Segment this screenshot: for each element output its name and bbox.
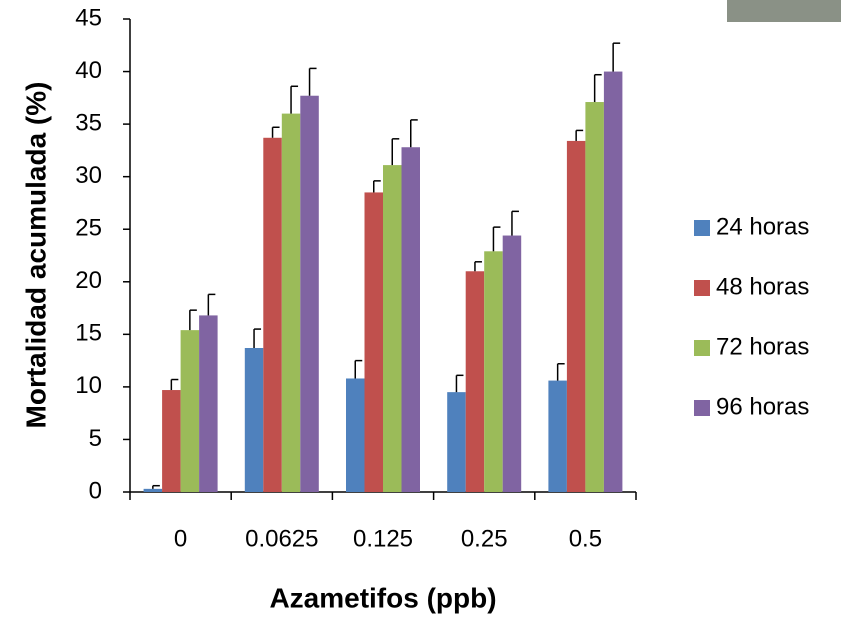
error-bar xyxy=(354,359,363,379)
bar xyxy=(566,140,586,492)
bar xyxy=(603,71,623,493)
error-bar xyxy=(152,484,160,489)
error-bar xyxy=(455,374,464,393)
legend-swatch xyxy=(694,340,710,356)
y-tick-label: 10 xyxy=(75,372,102,399)
error-bar xyxy=(373,180,381,193)
error-bar xyxy=(170,378,179,391)
x-axis-title: Azametifos (ppb) xyxy=(269,582,496,613)
error-bar xyxy=(189,309,197,331)
error-bar xyxy=(391,138,400,166)
bar xyxy=(162,390,181,492)
legend-swatch xyxy=(694,280,710,296)
bar xyxy=(180,330,200,492)
bar xyxy=(401,147,420,493)
y-tick-label: 0 xyxy=(89,477,102,504)
error-bar xyxy=(253,328,262,348)
error-bar xyxy=(593,73,602,103)
bar xyxy=(346,378,365,492)
bar xyxy=(281,113,301,492)
x-tick-label: 0.25 xyxy=(461,525,508,552)
y-tick-label: 40 xyxy=(75,57,102,84)
legend-label: 24 horas xyxy=(716,213,809,240)
bar xyxy=(465,271,485,492)
legend-swatch xyxy=(694,400,710,416)
bar xyxy=(383,165,402,493)
error-bar xyxy=(612,42,621,72)
bar xyxy=(585,102,604,492)
legend-label: 96 horas xyxy=(716,393,809,420)
bar xyxy=(484,251,503,492)
bar xyxy=(300,95,319,492)
error-bar xyxy=(474,261,482,272)
bar xyxy=(143,488,163,492)
bar xyxy=(447,392,466,492)
y-tick-label: 15 xyxy=(75,320,102,347)
thumbnail-image xyxy=(727,0,841,22)
bar xyxy=(199,315,218,492)
error-bar xyxy=(575,129,584,141)
bar xyxy=(364,192,383,492)
error-bar xyxy=(410,119,418,148)
y-tick-label: 5 xyxy=(89,425,102,452)
y-tick-label: 30 xyxy=(75,162,102,189)
bar xyxy=(548,380,567,492)
error-bar xyxy=(290,85,299,114)
error-bar xyxy=(492,226,501,252)
x-tick-label: 0 xyxy=(174,525,187,552)
legend-label: 72 horas xyxy=(716,333,809,360)
error-bar xyxy=(308,67,317,96)
legend-label: 48 horas xyxy=(716,273,809,300)
error-bar xyxy=(511,210,519,236)
x-tick-label: 0.0625 xyxy=(245,525,318,552)
bar xyxy=(502,235,522,493)
bar xyxy=(263,137,282,492)
error-bar xyxy=(556,363,565,381)
x-tick-label: 0.5 xyxy=(569,525,602,552)
y-tick-label: 35 xyxy=(75,109,102,136)
legend-swatch xyxy=(694,220,710,236)
y-tick-label: 25 xyxy=(75,215,102,242)
error-bar xyxy=(271,126,280,138)
bar xyxy=(244,347,264,492)
error-bar xyxy=(207,293,216,316)
y-tick-label: 45 xyxy=(75,4,102,31)
x-tick-label: 0.125 xyxy=(353,525,413,552)
y-tick-label: 20 xyxy=(75,267,102,294)
y-axis-title: Mortalidad acumulada (%) xyxy=(20,82,51,429)
